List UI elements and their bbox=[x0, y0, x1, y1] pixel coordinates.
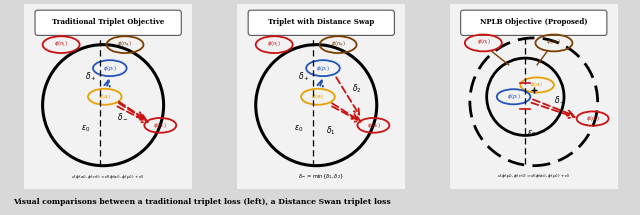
Text: $\phi(n_j)$: $\phi(n_j)$ bbox=[477, 38, 490, 48]
Text: $\delta_- = \min\{\delta_1, \delta_2\}$: $\delta_- = \min\{\delta_1, \delta_2\}$ bbox=[298, 172, 344, 181]
FancyBboxPatch shape bbox=[35, 10, 181, 35]
Text: $\phi(n_q)$: $\phi(n_q)$ bbox=[118, 40, 132, 50]
Text: $\phi(a_i)$: $\phi(a_i)$ bbox=[531, 80, 544, 89]
Text: Triplet with Distance Swap: Triplet with Distance Swap bbox=[268, 18, 374, 26]
Text: $\delta_-$: $\delta_-$ bbox=[116, 111, 128, 121]
FancyBboxPatch shape bbox=[461, 10, 607, 35]
Text: $\delta_-$: $\delta_-$ bbox=[554, 94, 566, 104]
Text: Traditional Triplet Objective: Traditional Triplet Objective bbox=[52, 18, 164, 26]
Text: $\delta_2$: $\delta_2$ bbox=[351, 83, 361, 95]
Text: $\phi(p_i)$: $\phi(p_i)$ bbox=[316, 64, 330, 73]
Text: $\phi(n_i)$: $\phi(n_i)$ bbox=[154, 121, 167, 130]
Text: $\phi(n_i)$: $\phi(n_i)$ bbox=[367, 121, 380, 130]
FancyBboxPatch shape bbox=[447, 2, 620, 192]
Text: NPLB Objective (Proposed): NPLB Objective (Proposed) bbox=[480, 18, 588, 26]
Text: $\delta_+$: $\delta_+$ bbox=[84, 71, 96, 83]
Text: Visual comparisons between a traditional triplet loss (left), a Distance Swan tr: Visual comparisons between a traditional… bbox=[13, 198, 390, 206]
Text: $d(\dot{\phi}(p_i), \phi(n_i)) > d(\phi(a_i), \phi(p_i)) + \epsilon_0$: $d(\dot{\phi}(p_i), \phi(n_i)) > d(\phi(… bbox=[497, 172, 571, 181]
Text: $\phi(n_j)$: $\phi(n_j)$ bbox=[268, 40, 281, 50]
Text: $d(\phi(a_i), \phi(n_i)) > d(\phi(a_i), \phi(p_i)) + \epsilon_0$: $d(\phi(a_i), \phi(n_i)) > d(\phi(a_i), … bbox=[71, 173, 145, 181]
Text: $\phi(a_i)$: $\phi(a_i)$ bbox=[98, 92, 111, 101]
Text: $\epsilon_0$: $\epsilon_0$ bbox=[81, 123, 90, 134]
Text: $\delta_1$: $\delta_1$ bbox=[326, 125, 336, 137]
Text: $\phi(p_i)$: $\phi(p_i)$ bbox=[507, 92, 520, 101]
Text: $\phi(a_i)$: $\phi(a_i)$ bbox=[311, 92, 324, 101]
Text: $\phi(n_j)$: $\phi(n_j)$ bbox=[54, 40, 68, 50]
Text: $\phi(n_q)$: $\phi(n_q)$ bbox=[331, 40, 346, 50]
Text: $\epsilon_0$: $\epsilon_0$ bbox=[294, 123, 303, 134]
FancyBboxPatch shape bbox=[235, 2, 408, 192]
Text: $\phi(p_i)$: $\phi(p_i)$ bbox=[103, 64, 116, 73]
Text: $\phi(n_q)$: $\phi(n_q)$ bbox=[547, 38, 561, 48]
Text: $\delta_+$: $\delta_+$ bbox=[298, 71, 309, 83]
FancyBboxPatch shape bbox=[248, 10, 394, 35]
FancyBboxPatch shape bbox=[22, 2, 195, 192]
Text: $\epsilon_0$: $\epsilon_0$ bbox=[527, 128, 536, 139]
Text: $\phi(n_i)$: $\phi(n_i)$ bbox=[586, 114, 600, 123]
